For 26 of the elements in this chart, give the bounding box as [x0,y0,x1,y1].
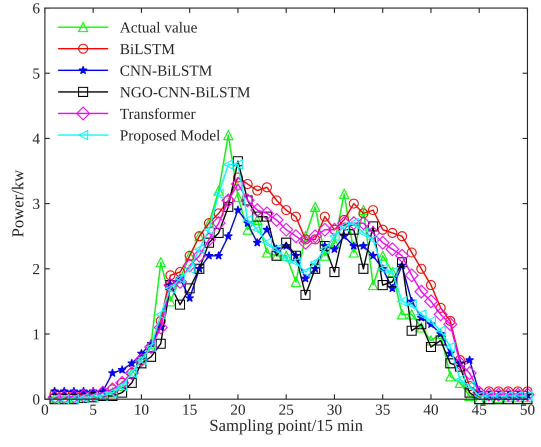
legend-label: Actual value [120,22,197,33]
x-tick-label: 20 [230,404,245,415]
x-tick-label: 30 [328,404,342,415]
x-tick-label: 45 [472,404,486,415]
y-tick-label: 3 [33,198,40,210]
x-tick-label: 15 [183,404,197,415]
legend-label: Transformer [120,108,196,119]
legend-label: NGO-CNN-BiLSTM [120,87,250,98]
legend-label: CNN-BiLSTM [120,66,212,76]
y-tick-label: 0 [32,394,40,405]
y-axis-title: Power/kw [12,170,24,237]
y-tick-label: 4 [32,134,40,144]
x-tick-label: 25 [279,404,294,415]
x-tick-label: 35 [376,404,390,415]
x-tick-label: 40 [424,404,438,415]
y-tick-label: 1 [34,329,40,340]
x-axis-title: Sampling point/15 min [210,419,363,434]
x-tick-label: 10 [135,404,148,415]
x-tick-label: 50 [520,404,535,415]
legend-label: Proposed Model [120,130,220,144]
y-tick-label: 6 [33,3,40,14]
y-tick-label: 2 [33,264,40,274]
x-tick-label: 0 [42,404,48,415]
legend-label: BiLSTM [120,44,174,54]
y-tick-label: 5 [33,68,40,79]
x-tick-label: 5 [90,404,96,415]
